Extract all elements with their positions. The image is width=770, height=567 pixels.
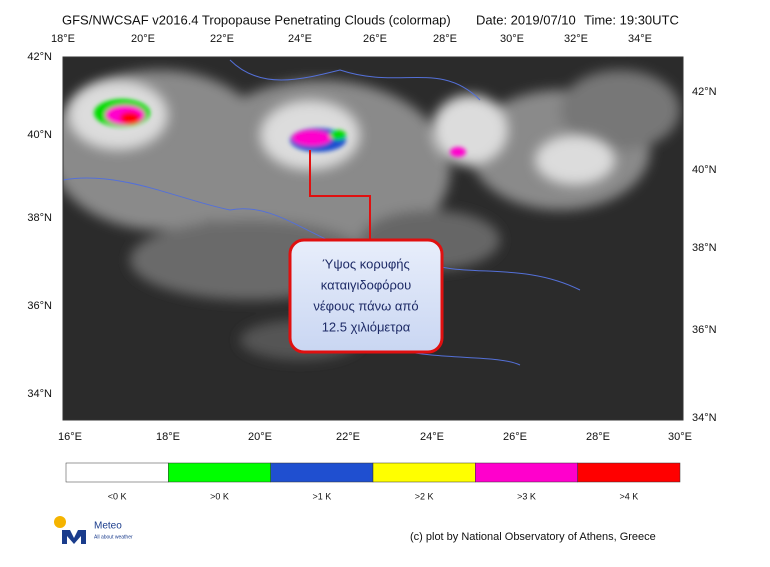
bottom-lon-label: 24°E: [420, 431, 444, 443]
colorbar-segment: [577, 462, 681, 483]
colorbar-segment: [168, 462, 271, 483]
callout-line: νέφους πάνω από: [313, 298, 418, 313]
callout-line: καταιγιδοφόρου: [321, 277, 411, 292]
left-lat-label: 34°N: [27, 388, 52, 400]
bottom-lon-label: 28°E: [586, 431, 610, 443]
top-lon-label: 26°E: [363, 33, 387, 45]
callout-line: 12.5 χιλιόμετρα: [322, 319, 411, 334]
right-lat-label: 34°N: [692, 412, 717, 424]
top-lon-label: 20°E: [131, 33, 155, 45]
bottom-lon-label: 30°E: [668, 431, 692, 443]
right-lat-label: 42°N: [692, 86, 717, 98]
bottom-lon-label: 16°E: [58, 431, 82, 443]
colorbar-label: >1 K: [312, 491, 331, 501]
callout-line: Ύψος κορυφής: [322, 256, 410, 271]
top-lon-label: 34°E: [628, 33, 652, 45]
time: Time: 19:30UTC: [584, 12, 679, 27]
logo-tagline: All about weather: [94, 534, 133, 540]
top-lon-label: 24°E: [288, 33, 312, 45]
logo: Meteo All about weather: [54, 516, 133, 544]
bottom-lon-label: 18°E: [156, 431, 180, 443]
colorbar-segment: [372, 462, 476, 483]
callout-box: [288, 238, 444, 354]
map-frame: [62, 56, 684, 421]
title: GFS/NWCSAF v2016.4 Tropopause Penetratin…: [62, 12, 451, 27]
callout-pointer: [309, 150, 371, 240]
right-lat-label: 38°N: [692, 242, 717, 254]
date: Date: 2019/07/10: [476, 12, 576, 27]
right-lat-label: 40°N: [692, 164, 717, 176]
top-lon-label: 18°E: [51, 33, 75, 45]
logo-name: Meteo: [94, 521, 122, 532]
colorbar-label: >4 K: [619, 491, 638, 501]
bottom-lon-label: 20°E: [248, 431, 272, 443]
left-lat-label: 40°N: [27, 129, 52, 141]
bottom-lon-label: 26°E: [503, 431, 527, 443]
colorbar-segment: [65, 462, 169, 483]
top-lon-label: 32°E: [564, 33, 588, 45]
top-lon-label: 30°E: [500, 33, 524, 45]
top-lon-label: 22°E: [210, 33, 234, 45]
colorbar-label: >2 K: [415, 491, 434, 501]
colorbar-segment: [475, 462, 578, 483]
colorbar-label: >3 K: [517, 491, 536, 501]
top-lon-label: 28°E: [433, 33, 457, 45]
colorbar-label: >0 K: [210, 491, 229, 501]
left-lat-label: 38°N: [27, 212, 52, 224]
right-lat-label: 36°N: [692, 324, 717, 336]
left-lat-label: 42°N: [27, 51, 52, 63]
colorbar-label: <0 K: [108, 491, 127, 501]
bottom-lon-label: 22°E: [336, 431, 360, 443]
footer: (c) plot by National Observatory of Athe…: [410, 531, 656, 543]
colorbar-segment: [270, 462, 374, 483]
left-lat-label: 36°N: [27, 300, 52, 312]
